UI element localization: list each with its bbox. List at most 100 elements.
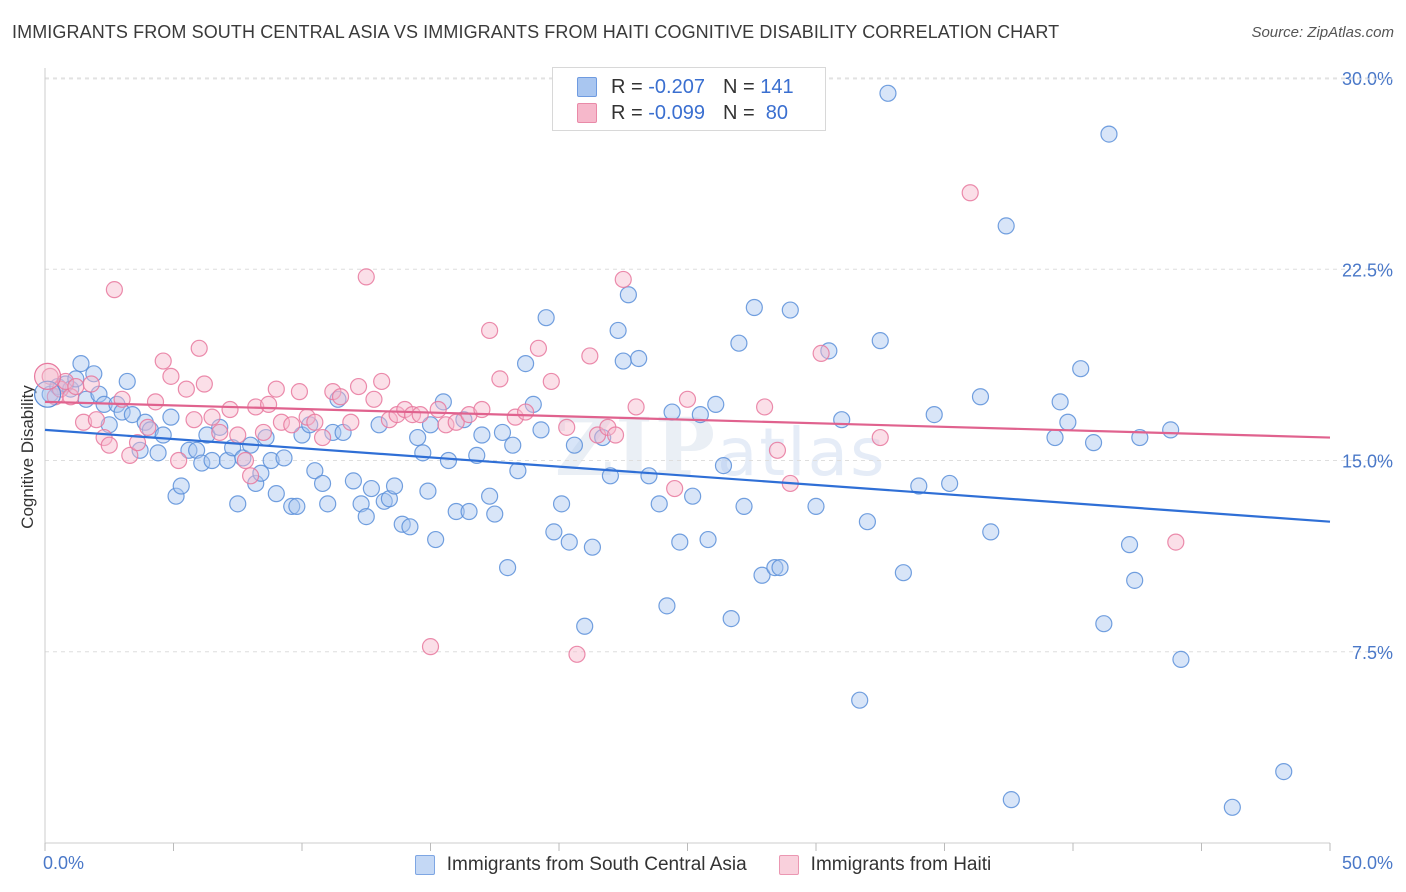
- chart-title: IMMIGRANTS FROM SOUTH CENTRAL ASIA VS IM…: [12, 22, 1060, 42]
- point-haiti: [491, 370, 509, 388]
- point-south-central-asia: [306, 462, 324, 480]
- point-haiti: [139, 418, 157, 436]
- point-south-central-asia: [1131, 428, 1149, 447]
- stats-legend: R = -0.207 N = 141 R = -0.099 N = 80: [552, 67, 826, 131]
- point-south-central-asia: [560, 533, 578, 551]
- point-haiti: [1167, 533, 1185, 551]
- legend-r-label: R =: [611, 101, 643, 124]
- point-south-central-asia: [504, 436, 522, 454]
- point-south-central-asia: [362, 479, 380, 498]
- legend-row-haiti: R = -0.099 N = 80: [577, 101, 788, 125]
- y-tick-label: 7.5%: [1352, 643, 1393, 663]
- point-south-central-asia: [714, 457, 733, 475]
- point-south-central-asia: [609, 321, 627, 340]
- point-south-central-asia: [1059, 413, 1077, 431]
- point-haiti: [812, 344, 830, 362]
- point-south-central-asia: [447, 502, 465, 521]
- point-haiti: [162, 367, 180, 385]
- point-south-central-asia: [807, 497, 825, 515]
- legend-r-value: -0.099: [648, 101, 705, 124]
- source-credit: Source: ZipAtlas.com: [1251, 24, 1394, 41]
- point-south-central-asia: [576, 617, 594, 635]
- point-haiti: [506, 408, 524, 426]
- point-south-central-asia: [771, 558, 789, 577]
- point-haiti: [67, 377, 85, 396]
- point-haiti: [481, 321, 499, 340]
- point-haiti: [581, 347, 599, 365]
- point-south-central-asia: [486, 505, 504, 523]
- point-south-central-asia: [545, 523, 563, 541]
- series-legend-item-south-central-asia: Immigrants from South Central Asia: [414, 854, 747, 876]
- point-south-central-asia: [982, 523, 1000, 541]
- point-south-central-asia: [123, 406, 141, 424]
- point-south-central-asia: [745, 298, 763, 317]
- point-south-central-asia: [516, 355, 535, 373]
- point-haiti: [542, 372, 560, 391]
- legend-r-label: R =: [611, 75, 643, 98]
- point-haiti: [627, 398, 645, 416]
- point-south-central-asia: [583, 538, 602, 556]
- point-south-central-asia: [473, 426, 491, 444]
- point-haiti-large: [33, 362, 62, 390]
- point-south-central-asia: [671, 533, 689, 551]
- point-south-central-asia: [198, 426, 216, 444]
- point-haiti: [74, 413, 93, 431]
- point-south-central-asia: [640, 467, 658, 485]
- point-south-central-asia: [118, 372, 136, 391]
- point-haiti: [100, 436, 118, 454]
- point-south-central-asia: [154, 426, 172, 444]
- point-haiti: [666, 479, 684, 498]
- point-south-central-asia: [1275, 762, 1293, 781]
- point-haiti: [267, 380, 285, 398]
- y-tick-label: 15.0%: [1342, 452, 1393, 472]
- point-south-central-asia: [499, 558, 517, 577]
- point-south-central-asia: [409, 428, 427, 447]
- point-south-central-asia: [753, 566, 771, 584]
- series-legend-swatch-blue: [414, 855, 435, 875]
- point-south-central-asia: [72, 355, 90, 373]
- point-haiti: [614, 270, 632, 289]
- point-haiti: [56, 372, 75, 391]
- point-haiti: [190, 339, 208, 357]
- legend-swatch-pink: [577, 103, 597, 123]
- point-haiti: [678, 390, 697, 408]
- point-south-central-asia: [267, 485, 285, 503]
- point-south-central-asia: [532, 421, 550, 439]
- point-south-central-asia: [1046, 428, 1064, 447]
- point-south-central-asia: [352, 495, 370, 513]
- point-south-central-asia: [1095, 615, 1113, 633]
- point-south-central-asia: [707, 395, 725, 413]
- point-south-central-asia: [601, 467, 620, 485]
- point-south-central-asia: [925, 406, 943, 424]
- point-south-central-asia: [1051, 393, 1069, 411]
- point-south-central-asia: [730, 334, 748, 352]
- point-south-central-asia: [203, 451, 221, 470]
- series-legend: Immigrants from South Central Asia Immig…: [0, 851, 1406, 879]
- point-haiti: [357, 268, 375, 286]
- point-south-central-asia: [894, 564, 912, 582]
- point-haiti: [373, 372, 391, 391]
- point-south-central-asia: [229, 495, 247, 513]
- point-haiti: [259, 395, 278, 413]
- point-haiti: [421, 638, 440, 656]
- legend-swatch-blue: [577, 77, 597, 97]
- point-haiti: [105, 281, 123, 299]
- point-haiti: [195, 375, 213, 393]
- point-haiti: [349, 377, 368, 396]
- point-south-central-asia: [481, 487, 499, 505]
- point-haiti: [170, 451, 188, 470]
- point-south-central-asia: [650, 495, 668, 513]
- point-south-central-asia: [619, 286, 637, 304]
- point-south-central-asia: [288, 497, 306, 515]
- regression-line-south-central-asia: [44, 428, 1331, 523]
- x-tick-label-min: 0.0%: [43, 853, 84, 873]
- point-haiti: [177, 380, 195, 398]
- point-haiti: [41, 367, 59, 385]
- point-haiti: [437, 416, 455, 434]
- point-south-central-asia: [344, 472, 362, 490]
- point-haiti: [306, 413, 324, 431]
- point-south-central-asia: [414, 444, 432, 462]
- x-tick-label-max: 50.0%: [1342, 853, 1393, 873]
- point-south-central-asia: [149, 444, 167, 462]
- point-south-central-asia: [357, 507, 375, 526]
